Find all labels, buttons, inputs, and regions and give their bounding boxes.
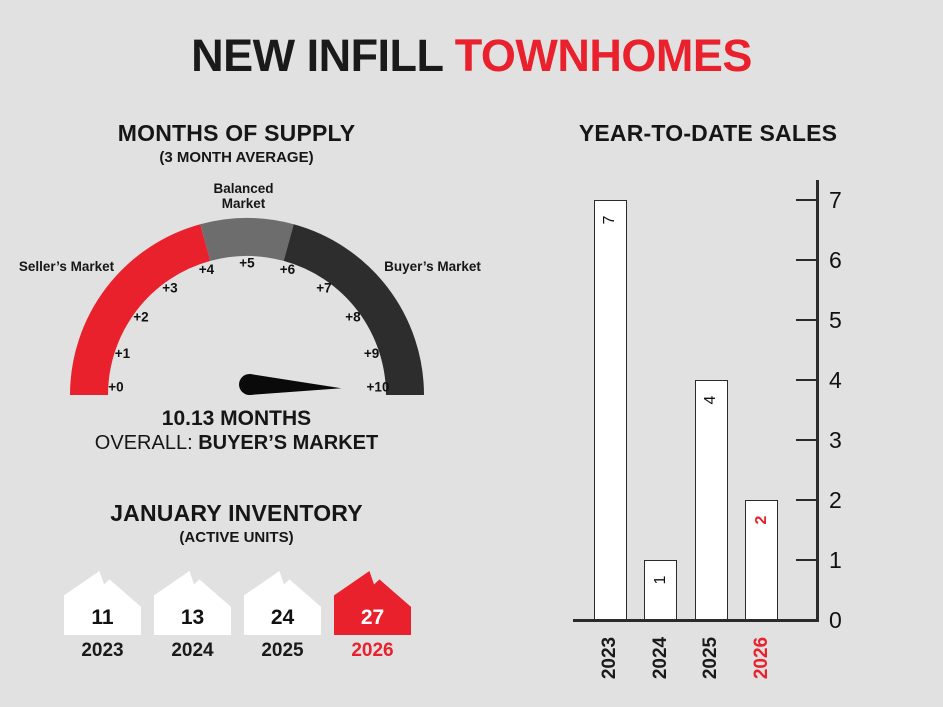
gauge-tick-label: +9 — [364, 346, 379, 361]
gauge-tick-label: +1 — [115, 346, 131, 361]
inventory-count: 11 — [91, 606, 114, 629]
inventory-count: 13 — [180, 606, 205, 629]
inventory-item-2025: 24 — [244, 571, 321, 635]
gauge-tick-label: +2 — [133, 310, 148, 325]
house-shape — [244, 571, 321, 635]
x-tick-label: 2023 — [599, 636, 620, 680]
y-tick-mark — [796, 199, 816, 201]
y-tick-mark — [796, 259, 816, 261]
y-tick-label: 0 — [829, 607, 842, 633]
page-title-red: TOWNHOMES — [454, 30, 753, 81]
gauge-section-subtitle: (3 MONTH AVERAGE) — [159, 149, 314, 166]
gauge-tick-label: +4 — [199, 262, 215, 277]
bar-value-label: 1 — [651, 575, 669, 585]
y-tick-mark — [796, 499, 816, 501]
y-tick-label: 7 — [829, 187, 842, 213]
bar-2025 — [694, 380, 728, 620]
inventory-item-2023: 11 — [64, 571, 141, 635]
bar-2024 — [644, 560, 677, 620]
inventory-year-label: 2025 — [261, 640, 304, 661]
gauge-overall-text: OVERALL: BUYER’S MARKET — [0, 432, 473, 455]
y-tick-label: 3 — [829, 427, 842, 453]
bar-value-label: 7 — [601, 215, 618, 225]
inventory-count: 27 — [360, 606, 385, 629]
house-shape — [64, 571, 141, 635]
y-tick-label: 4 — [829, 367, 842, 393]
gauge-segment-2 — [283, 224, 424, 396]
gauge-tick-label: +6 — [280, 262, 296, 277]
y-tick-mark — [796, 559, 816, 561]
x-tick-label: 2024 — [649, 636, 671, 680]
inventory-count: 24 — [270, 606, 295, 629]
x-tick-label: 2026 — [750, 636, 772, 680]
house-icon — [154, 571, 231, 635]
gauge-overall-value: BUYER’S MARKET — [198, 432, 379, 454]
y-tick-label: 6 — [829, 247, 842, 273]
months-of-supply-gauge: +0 +1 +2 +3 +4 +5 +6 +7 +8 +9 +10 — [70, 218, 424, 396]
inventory-section-subtitle: (ACTIVE UNITS) — [179, 529, 294, 546]
house-shape — [154, 571, 231, 635]
gauge-tick-label: +10 — [367, 380, 390, 395]
house-icon — [244, 571, 321, 635]
gauge-tick-label: +3 — [162, 281, 178, 296]
house-shape — [334, 571, 411, 635]
page-title-black: NEW INFILL — [191, 30, 455, 81]
bar-2023 — [593, 200, 627, 620]
y-tick-mark — [796, 439, 816, 441]
gauge-section-title: MONTHS OF SUPPLY — [117, 120, 356, 146]
y-axis-line — [816, 180, 819, 622]
sellers-market-label: Seller’s Market — [18, 259, 115, 274]
inventory-section-title: JANUARY INVENTORY — [110, 500, 363, 526]
gauge-needle — [249, 374, 342, 395]
gauge-segment-0 — [70, 224, 211, 396]
house-icon — [334, 571, 411, 635]
x-axis-line — [573, 619, 818, 622]
gauge-overall-prefix: OVERALL: — [94, 432, 199, 454]
gauge-value-text: 10.13 MONTHS — [161, 407, 312, 430]
x-tick-label: 2025 — [700, 636, 721, 680]
y-tick-label: 5 — [829, 307, 842, 333]
bar-2026 — [745, 500, 778, 620]
gauge-tick-label: +7 — [316, 281, 331, 296]
balanced-market-label: Balanced Market — [213, 181, 274, 211]
inventory-year-label: 2026 — [351, 640, 394, 661]
y-tick-label: 1 — [829, 547, 842, 573]
inventory-item-2024: 13 — [154, 571, 231, 635]
page-title: NEW INFILL TOWNHOMES — [0, 30, 943, 82]
gauge-segment-1 — [200, 218, 294, 262]
y-tick-mark — [796, 379, 816, 381]
bar-value-label: 4 — [702, 395, 719, 405]
gauge-tick-label: +8 — [345, 310, 361, 325]
y-tick-mark — [796, 319, 816, 321]
gauge-tick-label: +5 — [239, 256, 255, 271]
gauge-tick-label: +0 — [108, 380, 123, 395]
bar-value-label: 2 — [752, 515, 770, 525]
inventory-year-label: 2023 — [81, 640, 124, 661]
y-tick-label: 2 — [829, 487, 842, 513]
inventory-year-label: 2024 — [171, 640, 214, 661]
sales-section-title: YEAR-TO-DATE SALES — [578, 120, 838, 146]
house-icon — [64, 571, 141, 635]
inventory-item-2026: 27 — [334, 571, 411, 635]
buyers-market-label: Buyer’s Market — [384, 259, 481, 274]
